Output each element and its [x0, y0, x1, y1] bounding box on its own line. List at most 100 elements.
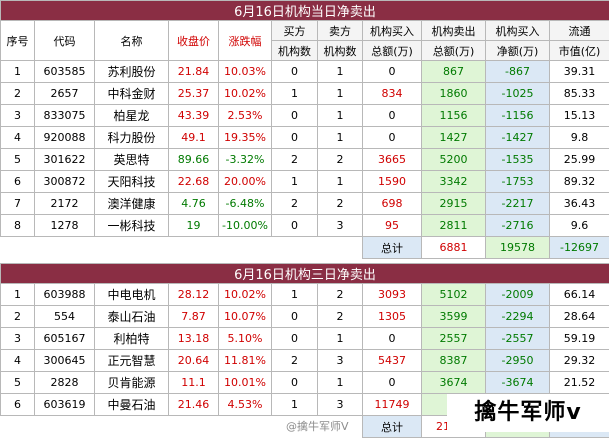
row-change: 10.02%	[218, 82, 272, 105]
row-buy-count: 2	[271, 192, 318, 215]
row-code: 300645	[34, 349, 95, 372]
header-cap-bottom: 市值(亿)	[549, 40, 609, 61]
row-sell-count: 2	[317, 148, 363, 171]
row-name: 中电电机	[94, 283, 169, 306]
row-buy-count: 1	[271, 170, 318, 193]
row-change: 10.07%	[218, 305, 272, 328]
row-price: 11.1	[168, 371, 219, 394]
row-change: 11.81%	[218, 349, 272, 372]
row-seq: 3	[0, 104, 35, 127]
row-sell-count: 1	[317, 82, 363, 105]
table-row: 4 300645 正元智慧 20.64 11.81% 2 3 5437 8387 -2950 29.…	[0, 349, 609, 372]
row-sell-count: 1	[317, 60, 363, 83]
row-sold: 2915	[421, 192, 486, 215]
table-row: 1 603585 苏利股份 21.84 10.03% 0 1 0 867 -867 39.31	[0, 60, 609, 83]
row-price: 89.66	[168, 148, 219, 171]
row-bought: 0	[362, 327, 422, 350]
row-name: 中曼石油	[94, 393, 169, 416]
row-sold: 1427	[421, 126, 486, 149]
row-code: 603619	[34, 393, 95, 416]
row-seq: 3	[0, 327, 35, 350]
row-sold: 1860	[421, 82, 486, 105]
row-seq: 8	[0, 214, 35, 237]
row-seq: 2	[0, 305, 35, 328]
row-seq: 6	[0, 393, 35, 416]
row-price: 21.84	[168, 60, 219, 83]
row-buy-count: 1	[271, 393, 318, 416]
header-price: 收盘价	[168, 20, 219, 61]
row-change: 10.01%	[218, 371, 272, 394]
total-label: 总计	[362, 415, 422, 438]
header-cap-top: 流通	[549, 20, 609, 41]
row-change: 19.35%	[218, 126, 272, 149]
row-code: 833075	[34, 104, 95, 127]
row-net: -1156	[485, 104, 550, 127]
row-sell-count: 3	[317, 393, 363, 416]
row-sold: 3674	[421, 371, 486, 394]
header-sold-bottom: 总额(万)	[421, 40, 486, 61]
table-row: 8 1278 一彬科技 19 -10.00% 0 3 95 2811 -2716 9.6	[0, 214, 609, 237]
row-sell-count: 1	[317, 104, 363, 127]
row-net: -2294	[485, 305, 550, 328]
row-bought: 3093	[362, 283, 422, 306]
table-row: 6 300872 天阳科技 22.68 20.00% 1 1 1590 3342 -1753 89.…	[0, 170, 609, 193]
row-cap: 15.13	[549, 104, 609, 127]
row-price: 22.68	[168, 170, 219, 193]
row-bought: 0	[362, 371, 422, 394]
row-seq: 4	[0, 349, 35, 372]
row-code: 603585	[34, 60, 95, 83]
row-change: 5.10%	[218, 327, 272, 350]
table-row: 2 554 泰山石油 7.87 10.07% 0 2 1305 3599 -2294 28.64	[0, 305, 609, 328]
row-net: -1427	[485, 126, 550, 149]
row-net: -867	[485, 60, 550, 83]
row-change: 20.00%	[218, 170, 272, 193]
row-price: 4.76	[168, 192, 219, 215]
row-name: 泰山石油	[94, 305, 169, 328]
row-sell-count: 3	[317, 349, 363, 372]
row-change: -3.32%	[218, 148, 272, 171]
row-name: 澳洋健康	[94, 192, 169, 215]
row-buy-count: 0	[271, 371, 318, 394]
row-sell-count: 2	[317, 283, 363, 306]
row-sold: 3342	[421, 170, 486, 193]
header-sell-bottom: 机构数	[317, 40, 363, 61]
row-sold: 5102	[421, 283, 486, 306]
row-price: 20.64	[168, 349, 219, 372]
row-sell-count: 3	[317, 214, 363, 237]
total-sold: 19578	[485, 236, 550, 259]
table-title: 6月16日机构三日净卖出	[0, 263, 609, 284]
row-bought: 5437	[362, 349, 422, 372]
row-code: 300872	[34, 170, 95, 193]
row-bought: 0	[362, 60, 422, 83]
row-sell-count: 1	[317, 327, 363, 350]
row-net: -3674	[485, 371, 550, 394]
row-net: -1753	[485, 170, 550, 193]
row-cap: 66.14	[549, 283, 609, 306]
row-seq: 4	[0, 126, 35, 149]
total-label: 总计	[362, 236, 422, 259]
row-buy-count: 0	[271, 104, 318, 127]
table-row: 7 2172 澳洋健康 4.76 -6.48% 2 2 698 2915 -2217 36.43	[0, 192, 609, 215]
row-code: 554	[34, 305, 95, 328]
header-change: 涨跌幅	[218, 20, 272, 61]
row-change: 10.02%	[218, 283, 272, 306]
row-code: 2828	[34, 371, 95, 394]
total-bought: 6881	[421, 236, 486, 259]
row-buy-count: 2	[271, 349, 318, 372]
row-bought: 698	[362, 192, 422, 215]
table-row: 3 605167 利柏特 13.18 5.10% 0 1 0 2557 -2557 59.19	[0, 327, 609, 350]
row-buy-count: 0	[271, 60, 318, 83]
table-title: 6月16日机构当日净卖出	[0, 0, 609, 21]
row-sell-count: 2	[317, 192, 363, 215]
row-sell-count: 1	[317, 371, 363, 394]
row-cap: 28.64	[549, 305, 609, 328]
row-sold: 8387	[421, 349, 486, 372]
row-bought: 11749	[362, 393, 422, 416]
row-name: 苏利股份	[94, 60, 169, 83]
row-price: 28.12	[168, 283, 219, 306]
row-change: -6.48%	[218, 192, 272, 215]
table-row: 1 603988 中电电机 28.12 10.02% 1 2 3093 5102 -2009 66.…	[0, 283, 609, 306]
header-buy-bottom: 机构数	[271, 40, 318, 61]
row-cap: 9.6	[549, 214, 609, 237]
row-bought: 0	[362, 104, 422, 127]
